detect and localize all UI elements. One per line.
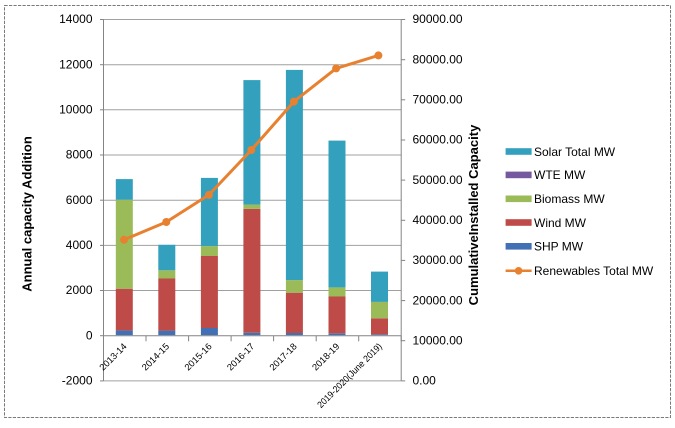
svg-text:50000.00: 50000.00 (413, 173, 463, 187)
svg-text:12000: 12000 (59, 57, 93, 71)
svg-text:0.00: 0.00 (413, 374, 437, 388)
svg-text:SHP MW: SHP MW (534, 240, 584, 254)
svg-text:Wind MW: Wind MW (534, 216, 587, 230)
svg-text:8000: 8000 (66, 148, 93, 162)
svg-text:90000.00: 90000.00 (413, 12, 463, 26)
svg-text:2000: 2000 (66, 283, 93, 297)
svg-text:30000.00: 30000.00 (413, 253, 463, 267)
svg-text:60000.00: 60000.00 (413, 133, 463, 147)
svg-text:40000.00: 40000.00 (413, 213, 463, 227)
svg-text:14000: 14000 (59, 12, 93, 26)
svg-text:WTE MW: WTE MW (534, 168, 586, 182)
svg-text:-2000: -2000 (62, 374, 93, 388)
svg-text:70000.00: 70000.00 (413, 93, 463, 107)
svg-text:Solar Total MW: Solar Total MW (534, 145, 616, 159)
svg-text:0: 0 (86, 328, 93, 342)
svg-text:Renewables Total MW: Renewables Total MW (534, 264, 654, 278)
svg-text:10000: 10000 (59, 103, 93, 117)
svg-text:Biomass MW: Biomass MW (534, 192, 605, 206)
svg-text:10000.00: 10000.00 (413, 333, 463, 347)
svg-text:Annual capacity Addition: Annual capacity Addition (20, 136, 35, 292)
svg-text:6000: 6000 (66, 193, 93, 207)
svg-text:80000.00: 80000.00 (413, 52, 463, 66)
svg-text:4000: 4000 (66, 238, 93, 252)
svg-text:20000.00: 20000.00 (413, 293, 463, 307)
svg-text:CumulativeInstalled Capacity: CumulativeInstalled Capacity (466, 124, 481, 305)
